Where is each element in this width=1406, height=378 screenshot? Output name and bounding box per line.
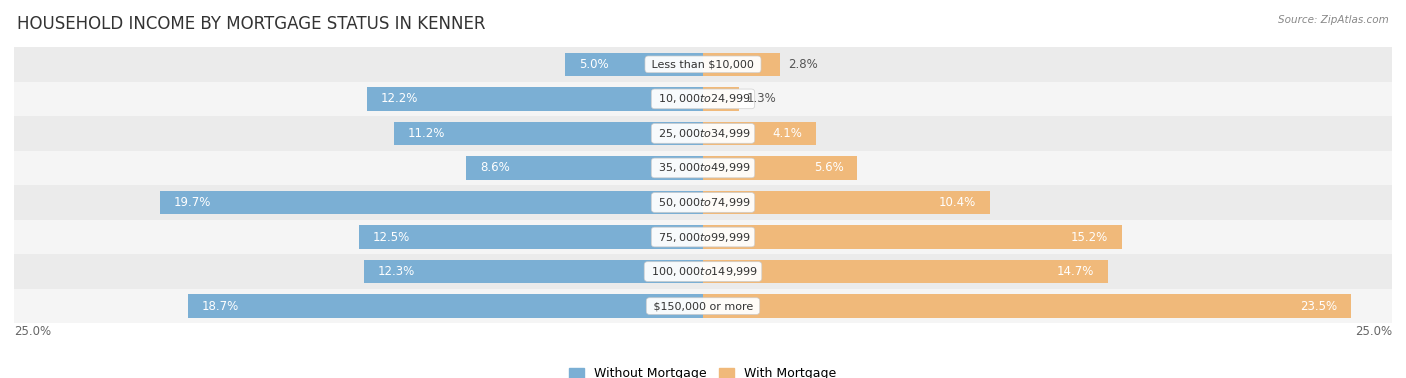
Text: 14.7%: 14.7% [1057, 265, 1094, 278]
Bar [14, 220, 1392, 254]
Bar [187, 294, 703, 318]
Text: 25.0%: 25.0% [14, 325, 51, 338]
Text: 15.2%: 15.2% [1071, 231, 1108, 243]
Text: 19.7%: 19.7% [174, 196, 211, 209]
Text: 12.3%: 12.3% [378, 265, 415, 278]
Bar [14, 185, 1392, 220]
Text: 2.8%: 2.8% [789, 58, 818, 71]
Text: 11.2%: 11.2% [408, 127, 446, 140]
Text: $100,000 to $149,999: $100,000 to $149,999 [648, 265, 758, 278]
Text: 23.5%: 23.5% [1299, 300, 1337, 313]
Bar [14, 82, 1392, 116]
Bar [703, 191, 990, 214]
Text: $150,000 or more: $150,000 or more [650, 301, 756, 311]
Bar [565, 53, 703, 76]
Text: 12.5%: 12.5% [373, 231, 409, 243]
Bar [14, 47, 1392, 82]
Bar [703, 294, 1351, 318]
Text: $75,000 to $99,999: $75,000 to $99,999 [655, 231, 751, 243]
Bar [703, 260, 1108, 283]
Text: 10.4%: 10.4% [939, 196, 976, 209]
Text: 1.3%: 1.3% [747, 92, 778, 105]
Text: HOUSEHOLD INCOME BY MORTGAGE STATUS IN KENNER: HOUSEHOLD INCOME BY MORTGAGE STATUS IN K… [17, 15, 485, 33]
Bar [703, 122, 815, 145]
Bar [703, 87, 738, 111]
Bar [703, 225, 1122, 249]
Bar [367, 87, 703, 111]
Bar [14, 254, 1392, 289]
Bar [160, 191, 703, 214]
Bar [394, 122, 703, 145]
Text: 8.6%: 8.6% [479, 161, 509, 175]
Bar [465, 156, 703, 180]
Text: 5.6%: 5.6% [814, 161, 844, 175]
Text: 5.0%: 5.0% [579, 58, 609, 71]
Bar [703, 156, 858, 180]
Text: Source: ZipAtlas.com: Source: ZipAtlas.com [1278, 15, 1389, 25]
Text: 18.7%: 18.7% [201, 300, 239, 313]
Text: 4.1%: 4.1% [772, 127, 803, 140]
Text: $35,000 to $49,999: $35,000 to $49,999 [655, 161, 751, 175]
Text: 12.2%: 12.2% [381, 92, 418, 105]
Bar [14, 151, 1392, 185]
Text: 25.0%: 25.0% [1355, 325, 1392, 338]
Text: Less than $10,000: Less than $10,000 [648, 59, 758, 69]
Bar [14, 116, 1392, 151]
Text: $25,000 to $34,999: $25,000 to $34,999 [655, 127, 751, 140]
Text: $10,000 to $24,999: $10,000 to $24,999 [655, 92, 751, 105]
Bar [364, 260, 703, 283]
Legend: Without Mortgage, With Mortgage: Without Mortgage, With Mortgage [569, 367, 837, 378]
Bar [703, 53, 780, 76]
Text: $50,000 to $74,999: $50,000 to $74,999 [655, 196, 751, 209]
Bar [14, 289, 1392, 323]
Bar [359, 225, 703, 249]
